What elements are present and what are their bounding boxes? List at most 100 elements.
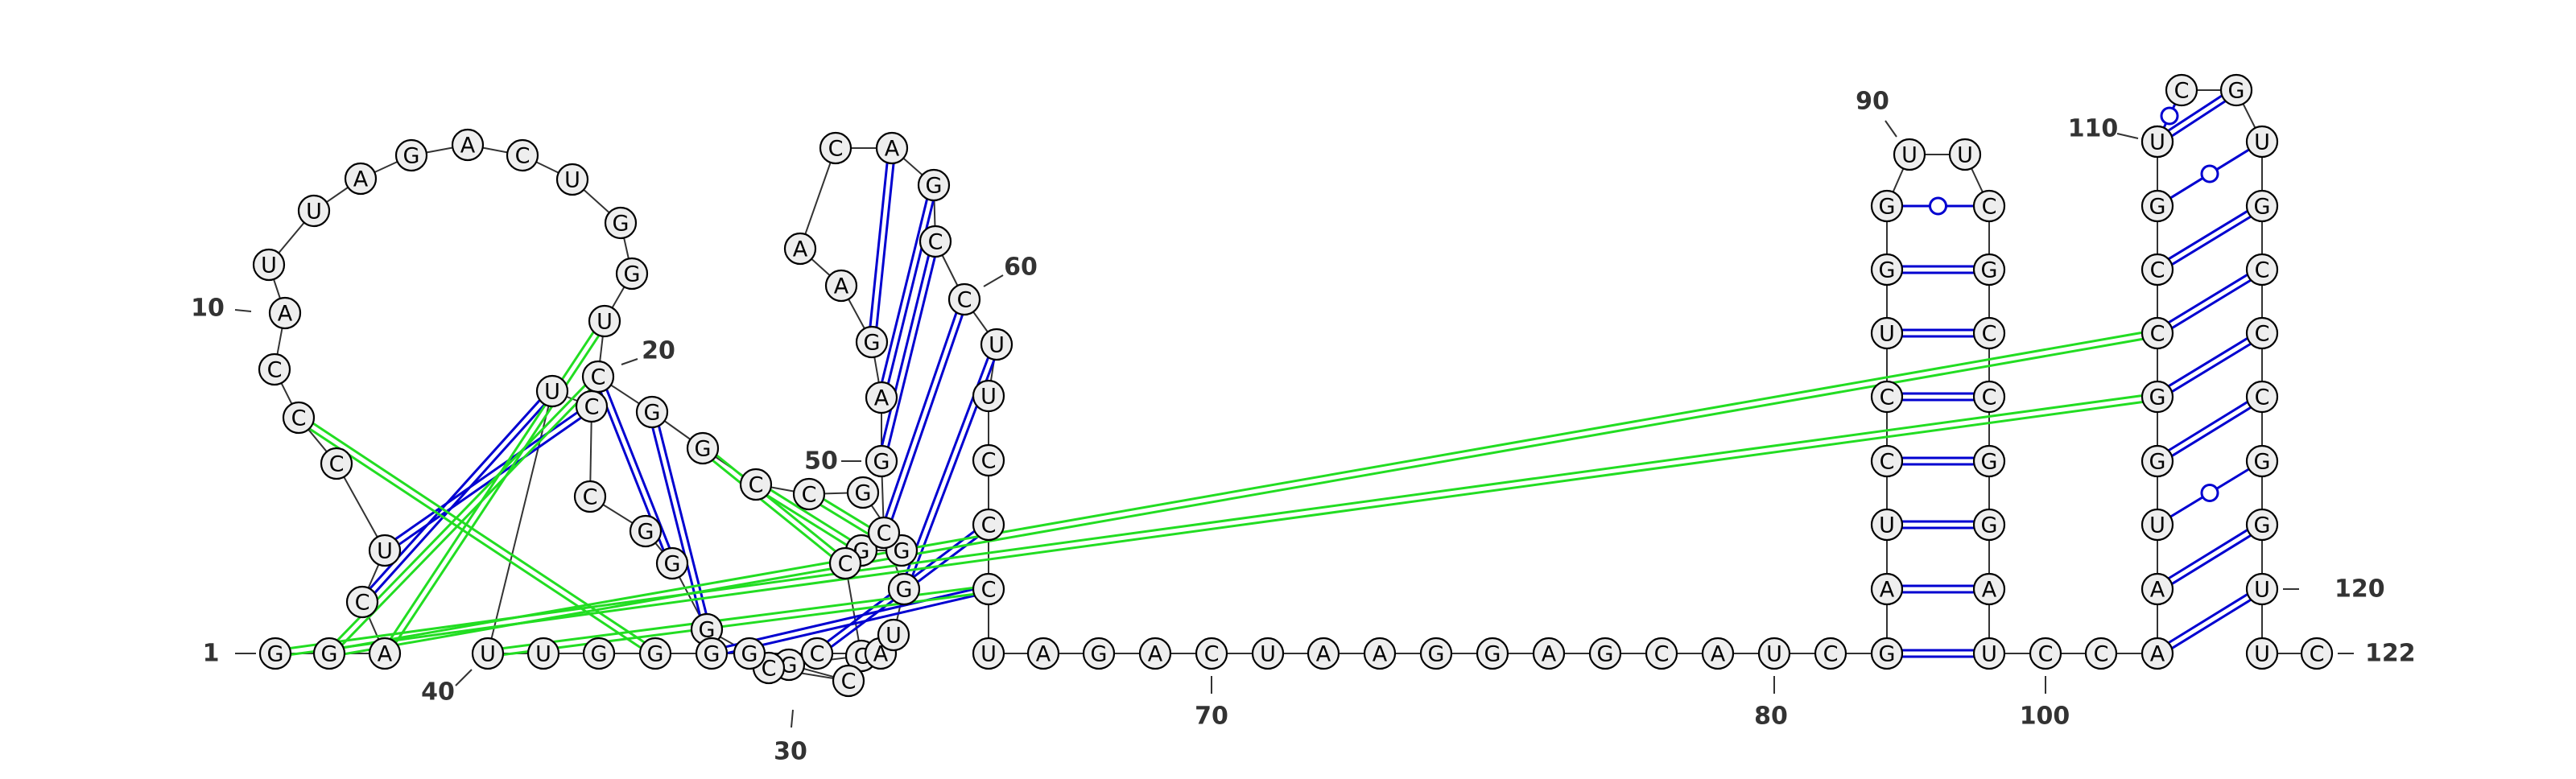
position-label-100: 100 <box>2020 676 2070 731</box>
nucleotide-base: G <box>1879 258 1896 283</box>
nucleotide-base: U <box>886 624 902 649</box>
nucleotide-circle <box>828 546 862 580</box>
nucleotide-circle <box>1870 637 1904 670</box>
position-tick <box>621 358 638 365</box>
nucleotide-base: A <box>1542 642 1557 667</box>
nucleotide-base: U <box>2149 513 2165 538</box>
wobble-base-pair <box>2169 148 2250 200</box>
nucleotide-base: G <box>2254 513 2271 538</box>
nucleotide-circle <box>2084 637 2118 670</box>
nucleotide-circle <box>573 480 607 513</box>
position-number: 100 <box>2020 703 2070 731</box>
nucleotide-base: C <box>329 452 345 477</box>
canonical-base-pair <box>1902 392 1974 402</box>
nucleotide-67: G <box>1082 637 1116 670</box>
canonical-base-pair <box>2168 593 2252 649</box>
nucleotide-base: G <box>1597 642 1614 667</box>
nucleotide-base: A <box>278 302 293 327</box>
nucleotide-circle <box>1307 637 1340 670</box>
nucleotide-base: G <box>321 642 338 667</box>
nucleotide-49: C <box>867 516 901 550</box>
nucleotide-50: G <box>865 444 898 478</box>
nucleotide-circle <box>1870 189 1904 223</box>
nucleotide-64: C <box>972 572 1005 606</box>
nucleotide-base: C <box>828 137 844 162</box>
nucleotide-circle <box>2245 572 2279 606</box>
nucleotide-114: G <box>2245 189 2279 223</box>
canonical-base-pair <box>1902 456 1974 466</box>
nucleotide-84: C <box>1870 444 1904 478</box>
nucleotide-14: A <box>451 128 485 162</box>
nucleotide-circle <box>855 325 889 359</box>
canonical-base-pair <box>1902 328 1974 338</box>
nucleotide-circle <box>2245 125 2279 159</box>
position-label-30: 30 <box>774 709 807 766</box>
nucleotide-circle <box>2245 637 2279 670</box>
nucleotide-86: U <box>1870 316 1904 350</box>
nucleotide-circle <box>887 572 921 606</box>
nucleotide-108: G <box>2140 189 2174 223</box>
position-tick <box>2116 133 2139 139</box>
nucleotide-base: U <box>1879 322 1895 347</box>
nucleotide-78: A <box>1701 637 1735 670</box>
nucleotide-circle <box>2219 73 2253 107</box>
base-pair-layer <box>290 94 2252 658</box>
position-number: 70 <box>1195 703 1228 731</box>
nucleotide-35: G <box>655 546 689 580</box>
nucleotide-base: U <box>535 642 551 667</box>
canonical-base-pair <box>2168 337 2252 393</box>
nucleotide-circle <box>1972 380 2006 414</box>
nucleotide-base: A <box>353 167 369 192</box>
nucleotide-41: U <box>526 637 560 670</box>
nucleotide-circle <box>1870 316 1904 350</box>
nucleotide-2: G <box>312 637 346 670</box>
nucleotide-5: U <box>368 534 402 567</box>
nucleotide-base: C <box>515 144 530 169</box>
nucleotide-base: G <box>644 401 661 426</box>
nucleotide-circle <box>582 637 616 670</box>
wobble-marker <box>2200 164 2219 183</box>
nucleotide-base: U <box>2149 130 2165 155</box>
nucleotide-circle <box>368 637 402 670</box>
nucleotide-base: C <box>2038 642 2054 667</box>
position-label-90: 90 <box>1856 88 1897 138</box>
position-tick <box>1885 120 1897 138</box>
nucleotide-circle <box>2245 189 2279 223</box>
nucleotide-circle <box>865 444 898 478</box>
position-label-60: 60 <box>983 253 1038 287</box>
nucleotide-36: G <box>629 514 663 548</box>
nucleotide-base: G <box>695 437 712 462</box>
nucleotide-circle <box>1138 637 1172 670</box>
nucleotide-105: G <box>2140 380 2174 414</box>
nucleotide-65: U <box>972 637 1005 670</box>
nucleotide-circle <box>2140 444 2174 478</box>
nucleotide-20: C <box>581 360 615 394</box>
nucleotide-circle <box>1532 637 1566 670</box>
nucleotide-23: C <box>739 468 773 501</box>
nucleotide-circle <box>368 534 402 567</box>
nucleotide-base: G <box>1981 450 1998 475</box>
nucleotide-93: C <box>1972 316 2006 350</box>
nucleotide-base: C <box>762 657 777 682</box>
nucleotide-circle <box>783 232 817 266</box>
nucleotide-base: U <box>2254 578 2270 603</box>
nucleotide-circle <box>2140 572 2174 606</box>
nucleotide-circle <box>1419 637 1453 670</box>
nucleotide-base: U <box>261 253 277 278</box>
nucleotide-1: G <box>258 637 292 670</box>
nucleotide-base: C <box>2150 322 2165 347</box>
nucleotide-101: A <box>2140 637 2174 670</box>
position-number: 10 <box>191 295 225 323</box>
nucleotide-base: A <box>874 386 890 411</box>
nucleotide-base: G <box>1981 258 1998 283</box>
nucleotide-circle <box>1476 637 1509 670</box>
nucleotide-68: A <box>1138 637 1172 670</box>
nucleotide-9: A <box>268 296 302 330</box>
nucleotide-base: U <box>306 200 322 225</box>
nucleotide-base: C <box>838 552 853 577</box>
nucleotide-circle <box>865 381 898 414</box>
wobble-marker <box>2200 484 2219 502</box>
nucleotide-base: A <box>1316 642 1331 667</box>
backbone-segment <box>336 463 386 551</box>
